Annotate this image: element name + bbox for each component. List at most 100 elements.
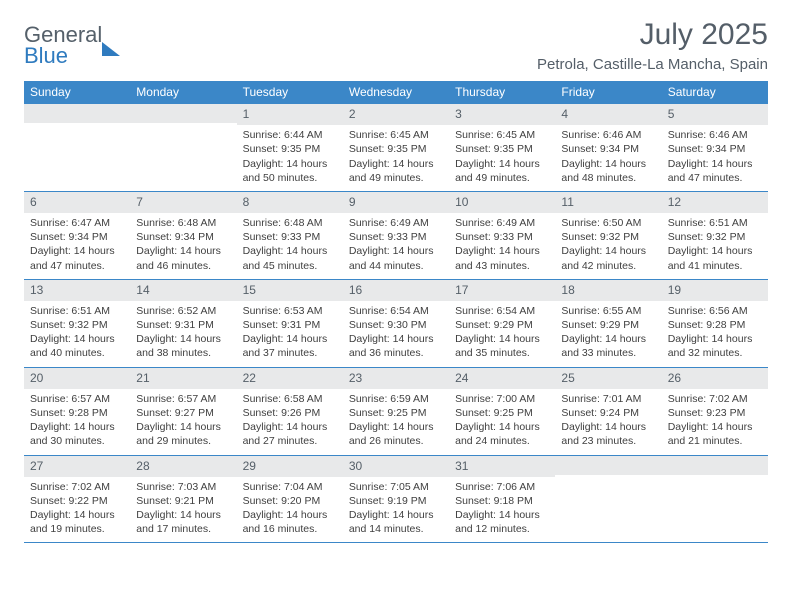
day-info-line: Sunset: 9:19 PM <box>349 494 443 508</box>
day-body: Sunrise: 7:03 AMSunset: 9:21 PMDaylight:… <box>130 480 236 537</box>
calendar-day: 14Sunrise: 6:52 AMSunset: 9:31 PMDayligh… <box>130 280 236 367</box>
day-info-line: Sunrise: 7:06 AM <box>455 480 549 494</box>
calendar-day: 28 Sunrise: 7:03 AMSunset: 9:21 PMDayligh… <box>130 456 236 543</box>
day-body: Sunrise: 6:49 AMSunset: 9:33 PMDaylight:… <box>449 216 555 273</box>
day-number: 10 <box>449 192 555 213</box>
day-info-line: Sunset: 9:33 PM <box>455 230 549 244</box>
day-info-line: Sunset: 9:34 PM <box>561 142 655 156</box>
day-info-line: Daylight: 14 hours and 49 minutes. <box>349 157 443 185</box>
day-info-line: Sunset: 9:33 PM <box>349 230 443 244</box>
day-info-line: Daylight: 14 hours and 12 minutes. <box>455 508 549 536</box>
calendar-day: 20Sunrise: 6:57 AMSunset: 9:28 PMDayligh… <box>24 368 130 455</box>
day-info-line: Sunrise: 7:05 AM <box>349 480 443 494</box>
calendar-day: 16Sunrise: 6:54 AMSunset: 9:30 PMDayligh… <box>343 280 449 367</box>
day-number: 4 <box>555 104 661 125</box>
weekday-label: Thursday <box>449 81 555 104</box>
day-number: 30 <box>343 456 449 477</box>
day-body: Sunrise: 6:49 AMSunset: 9:33 PMDaylight:… <box>343 216 449 273</box>
day-body: Sunrise: 6:57 AMSunset: 9:28 PMDaylight:… <box>24 392 130 449</box>
day-body: Sunrise: 6:54 AMSunset: 9:29 PMDaylight:… <box>449 304 555 361</box>
day-body: Sunrise: 6:45 AMSunset: 9:35 PMDaylight:… <box>343 128 449 185</box>
day-info-line: Sunset: 9:22 PM <box>30 494 124 508</box>
day-info-line: Sunrise: 6:57 AM <box>136 392 230 406</box>
day-number: 28 <box>130 456 236 477</box>
calendar-day: 5Sunrise: 6:46 AMSunset: 9:34 PMDaylight… <box>662 104 768 191</box>
day-info-line: Sunrise: 6:58 AM <box>243 392 337 406</box>
day-body <box>24 126 130 176</box>
day-number: 26 <box>662 368 768 389</box>
day-info-line: Sunrise: 6:54 AM <box>349 304 443 318</box>
day-info-line: Sunset: 9:32 PM <box>561 230 655 244</box>
day-info-line: Sunset: 9:29 PM <box>455 318 549 332</box>
day-info-line: Sunset: 9:31 PM <box>243 318 337 332</box>
day-info-line: Daylight: 14 hours and 21 minutes. <box>668 420 762 448</box>
day-info-line: Sunset: 9:32 PM <box>30 318 124 332</box>
calendar-day: 19Sunrise: 6:56 AMSunset: 9:28 PMDayligh… <box>662 280 768 367</box>
day-info-line: Daylight: 14 hours and 19 minutes. <box>30 508 124 536</box>
calendar-day: 6 Sunrise: 6:47 AMSunset: 9:34 PMDaylight… <box>24 192 130 279</box>
day-info-line: Sunset: 9:28 PM <box>668 318 762 332</box>
brand-logo: General Blue <box>24 18 120 67</box>
weekday-label: Wednesday <box>343 81 449 104</box>
day-info-line: Sunrise: 7:03 AM <box>136 480 230 494</box>
day-number: 25 <box>555 368 661 389</box>
day-body: Sunrise: 6:52 AMSunset: 9:31 PMDaylight:… <box>130 304 236 361</box>
day-number: 12 <box>662 192 768 213</box>
calendar-week: 27Sunrise: 7:02 AMSunset: 9:22 PMDayligh… <box>24 456 768 544</box>
day-info-line: Sunset: 9:31 PM <box>136 318 230 332</box>
day-info-line: Daylight: 14 hours and 27 minutes. <box>243 420 337 448</box>
day-info-line: Daylight: 14 hours and 16 minutes. <box>243 508 337 536</box>
calendar-day: 3Sunrise: 6:45 AMSunset: 9:35 PMDaylight… <box>449 104 555 191</box>
calendar-day: 15Sunrise: 6:53 AMSunset: 9:31 PMDayligh… <box>237 280 343 367</box>
day-number: 6 <box>24 192 130 213</box>
day-info-line: Sunrise: 6:46 AM <box>561 128 655 142</box>
day-info-line: Sunset: 9:23 PM <box>668 406 762 420</box>
brand-line2: Blue <box>24 45 102 67</box>
day-info-line: Daylight: 14 hours and 46 minutes. <box>136 244 230 272</box>
day-info-line: Sunrise: 6:52 AM <box>136 304 230 318</box>
day-number: 11 <box>555 192 661 213</box>
calendar-day <box>130 104 236 191</box>
weeks-container: 1Sunrise: 6:44 AMSunset: 9:35 PMDaylight… <box>24 104 768 543</box>
day-body: Sunrise: 7:02 AMSunset: 9:22 PMDaylight:… <box>24 480 130 537</box>
day-info-line: Daylight: 14 hours and 40 minutes. <box>30 332 124 360</box>
day-info-line: Sunset: 9:27 PM <box>136 406 230 420</box>
weekday-label: Saturday <box>662 81 768 104</box>
weekday-label: Tuesday <box>237 81 343 104</box>
calendar-day: 1Sunrise: 6:44 AMSunset: 9:35 PMDaylight… <box>237 104 343 191</box>
day-body: Sunrise: 7:05 AMSunset: 9:19 PMDaylight:… <box>343 480 449 537</box>
day-number: 31 <box>449 456 555 477</box>
day-body: Sunrise: 7:06 AMSunset: 9:18 PMDaylight:… <box>449 480 555 537</box>
day-info-line: Sunset: 9:32 PM <box>668 230 762 244</box>
day-info-line: Sunrise: 6:51 AM <box>668 216 762 230</box>
day-info-line: Sunset: 9:25 PM <box>455 406 549 420</box>
day-info-line: Sunrise: 6:45 AM <box>349 128 443 142</box>
calendar-day: 29Sunrise: 7:04 AMSunset: 9:20 PMDayligh… <box>237 456 343 543</box>
day-body: Sunrise: 6:51 AMSunset: 9:32 PMDaylight:… <box>662 216 768 273</box>
calendar-day: 23Sunrise: 6:59 AMSunset: 9:25 PMDayligh… <box>343 368 449 455</box>
brand-text: General Blue <box>24 24 102 67</box>
calendar-week: 1Sunrise: 6:44 AMSunset: 9:35 PMDaylight… <box>24 104 768 192</box>
day-info-line: Daylight: 14 hours and 23 minutes. <box>561 420 655 448</box>
day-body <box>555 478 661 528</box>
day-info-line: Sunrise: 7:00 AM <box>455 392 549 406</box>
calendar-day: 24Sunrise: 7:00 AMSunset: 9:25 PMDayligh… <box>449 368 555 455</box>
day-info-line: Daylight: 14 hours and 36 minutes. <box>349 332 443 360</box>
day-info-line: Sunrise: 6:48 AM <box>136 216 230 230</box>
day-info-line: Daylight: 14 hours and 24 minutes. <box>455 420 549 448</box>
day-info-line: Sunrise: 6:47 AM <box>30 216 124 230</box>
day-number: 7 <box>130 192 236 213</box>
day-number: 5 <box>662 104 768 125</box>
day-info-line: Sunrise: 6:54 AM <box>455 304 549 318</box>
day-body: Sunrise: 6:47 AMSunset: 9:34 PMDaylight:… <box>24 216 130 273</box>
day-info-line: Sunrise: 6:49 AM <box>455 216 549 230</box>
day-info-line: Sunrise: 6:56 AM <box>668 304 762 318</box>
day-body: Sunrise: 6:53 AMSunset: 9:31 PMDaylight:… <box>237 304 343 361</box>
header: General Blue July 2025 Petrola, Castille… <box>24 18 768 73</box>
day-number: 8 <box>237 192 343 213</box>
title-block: July 2025 Petrola, Castille-La Mancha, S… <box>537 18 768 73</box>
day-body: Sunrise: 6:57 AMSunset: 9:27 PMDaylight:… <box>130 392 236 449</box>
calendar-day: 13Sunrise: 6:51 AMSunset: 9:32 PMDayligh… <box>24 280 130 367</box>
weekday-header: Sunday Monday Tuesday Wednesday Thursday… <box>24 81 768 104</box>
day-body <box>662 478 768 528</box>
